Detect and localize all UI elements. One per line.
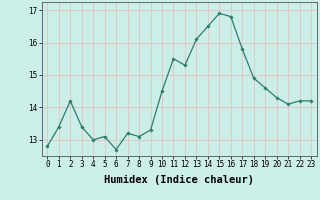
- X-axis label: Humidex (Indice chaleur): Humidex (Indice chaleur): [104, 175, 254, 185]
